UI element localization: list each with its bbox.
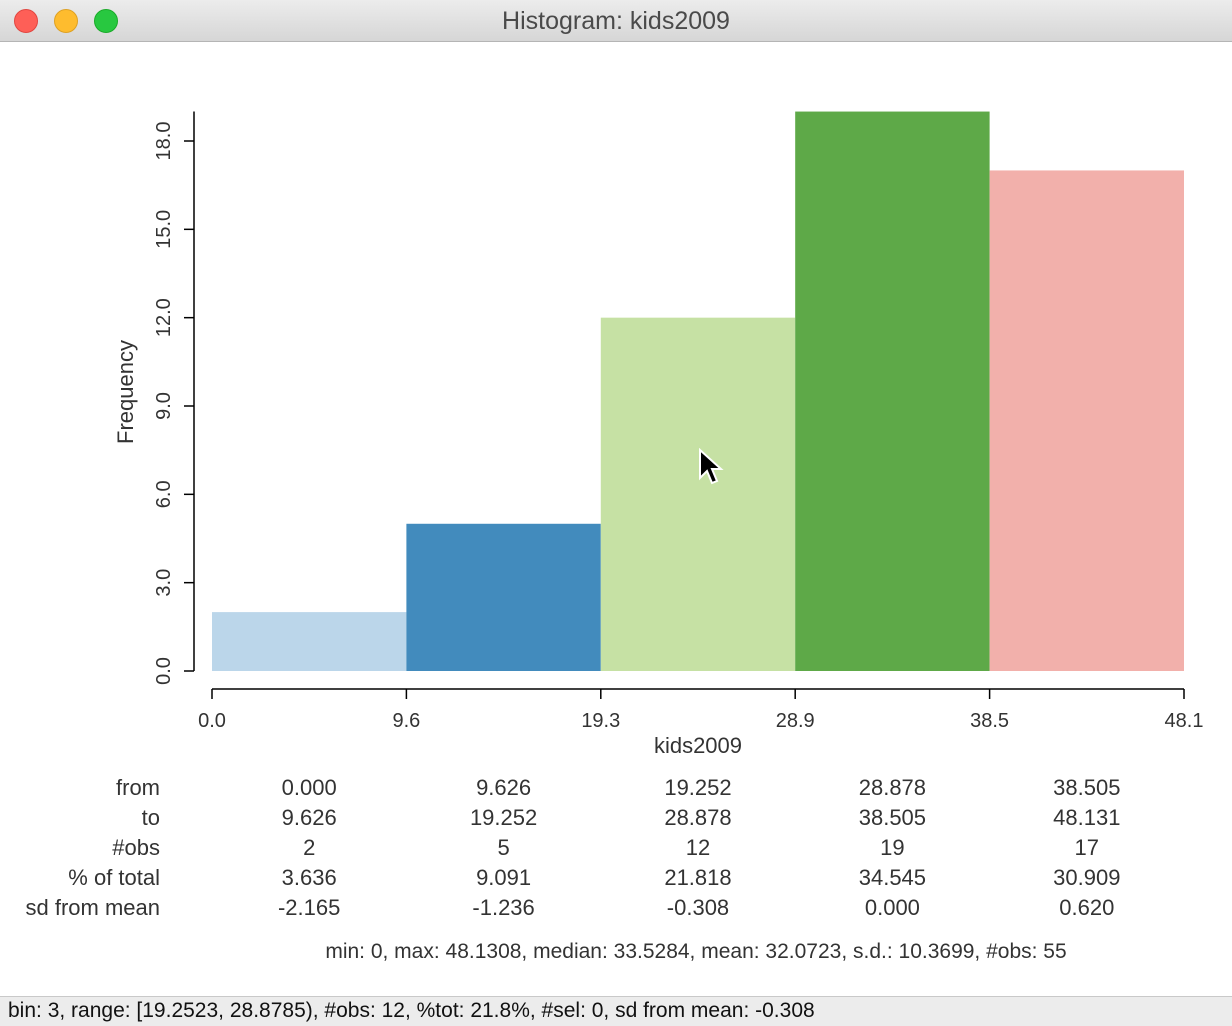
x-tick-label: 48.1	[1165, 710, 1204, 732]
table-cell: 12	[685, 835, 711, 860]
table-cell: 0.620	[1059, 895, 1115, 920]
table-cell: 9.626	[281, 805, 337, 830]
bin-stats-table: from to #obs % of total sd from mean 0.000 9.6…	[0, 770, 1232, 920]
table-cell: 9.626	[476, 775, 532, 800]
x-tick-label: 0.0	[198, 710, 226, 732]
table-cell: 21.818	[664, 865, 732, 890]
table-cell: 38.505	[858, 805, 927, 830]
table-cell: 17	[1074, 835, 1100, 860]
histogram-bar-4[interactable]	[795, 111, 990, 672]
x-tick-label: 19.3	[581, 710, 620, 732]
x-tick-label: 38.5	[970, 710, 1009, 732]
table-cell: 5	[497, 835, 510, 860]
table-row-label: #obs	[112, 835, 160, 860]
y-tick-label: 6.0	[153, 480, 175, 508]
y-tick-label: 3.0	[153, 569, 175, 597]
table-cell: -2.165	[277, 895, 341, 920]
table-cell: 2	[303, 835, 316, 860]
histogram-chart: 0.0 3.0 6.0 9.0 12.0 15.0 18.0 Frequency 0.0 9.6 1…	[113, 111, 1204, 758]
x-tick-label: 28.9	[776, 710, 815, 732]
y-tick-label: 0.0	[153, 657, 175, 685]
x-tick-label: 9.6	[392, 710, 420, 732]
status-bar: bin: 3, range: [19.2523, 28.8785), #obs:…	[0, 996, 1232, 1026]
y-tick-label: 18.0	[153, 122, 175, 161]
table-cell: 19.252	[664, 775, 732, 800]
window-title: Histogram: kids2009	[502, 7, 730, 35]
zoom-button[interactable]	[94, 9, 118, 33]
summary-stats: min: 0, max: 48.1308, median: 33.5284, m…	[325, 940, 1067, 963]
y-axis-label: Frequency	[113, 340, 138, 444]
table-cell: 9.091	[476, 865, 532, 890]
table-cell: 30.909	[1053, 865, 1121, 890]
table-cell: 19	[880, 835, 905, 860]
table-cell: -0.308	[666, 895, 730, 920]
close-button[interactable]	[14, 9, 38, 33]
table-cell: 28.878	[664, 805, 732, 830]
table-cell: 38.505	[1053, 775, 1121, 800]
minimize-button[interactable]	[54, 9, 78, 33]
histogram-bar-5[interactable]	[989, 170, 1184, 671]
table-row-label: % of total	[68, 865, 160, 890]
table-row-label: to	[141, 805, 160, 830]
mouse-cursor-icon	[699, 448, 724, 485]
table-cell: 19.252	[469, 805, 538, 830]
y-tick-label: 15.0	[153, 210, 175, 249]
table-cell: 48.131	[1053, 805, 1121, 830]
table-cell: 0.000	[281, 775, 337, 800]
y-tick-label: 9.0	[153, 392, 175, 420]
table-cell: -1.236	[472, 895, 535, 920]
table-cell: 3.636	[281, 865, 337, 890]
x-axis-label: kids2009	[654, 733, 742, 758]
table-cell: 0.000	[864, 895, 920, 920]
y-tick-label: 12.0	[153, 298, 175, 337]
table-cell: 28.878	[858, 775, 927, 800]
histogram-bar-2[interactable]	[406, 523, 601, 671]
table-cell: 34.545	[858, 865, 927, 890]
table-row-label: from	[116, 775, 160, 800]
title-bar: Histogram: kids2009	[0, 0, 1232, 42]
histogram-bar-1[interactable]	[212, 612, 407, 671]
histogram-bar-3[interactable]	[600, 317, 796, 671]
table-row-label: sd from mean	[25, 895, 161, 920]
